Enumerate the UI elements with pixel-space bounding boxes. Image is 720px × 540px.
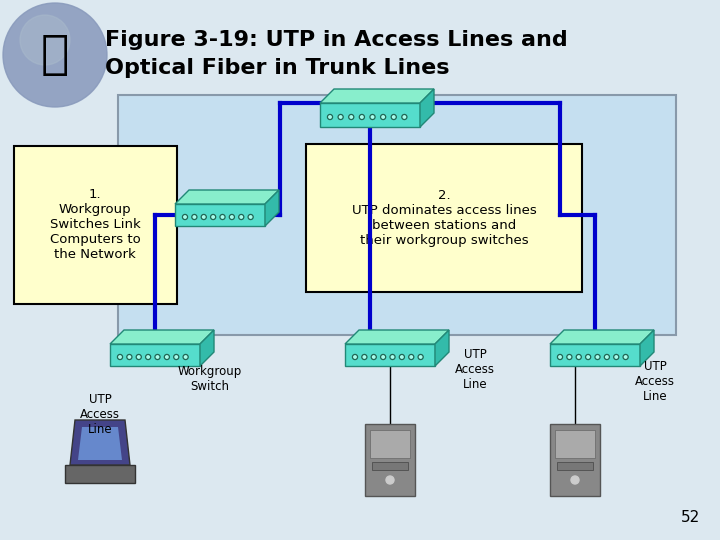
Circle shape bbox=[596, 356, 599, 358]
Circle shape bbox=[202, 214, 206, 219]
Circle shape bbox=[623, 354, 628, 360]
Circle shape bbox=[363, 356, 366, 358]
Circle shape bbox=[420, 356, 422, 358]
Text: 2.
UTP dominates access lines
between stations and
their workgroup switches: 2. UTP dominates access lines between st… bbox=[351, 189, 536, 247]
FancyBboxPatch shape bbox=[370, 430, 410, 458]
Circle shape bbox=[136, 354, 141, 360]
Circle shape bbox=[156, 356, 158, 358]
Circle shape bbox=[248, 214, 253, 219]
Circle shape bbox=[390, 354, 395, 360]
Circle shape bbox=[370, 114, 375, 119]
Text: 1.
Workgroup
Switches Link
Computers to
the Network: 1. Workgroup Switches Link Computers to … bbox=[50, 188, 140, 261]
Polygon shape bbox=[550, 344, 640, 366]
Circle shape bbox=[338, 114, 343, 119]
Circle shape bbox=[119, 356, 121, 358]
Circle shape bbox=[128, 356, 130, 358]
Circle shape bbox=[613, 354, 618, 360]
Circle shape bbox=[220, 214, 225, 219]
Text: Workgroup
Switch: Workgroup Switch bbox=[178, 365, 242, 393]
Circle shape bbox=[328, 114, 333, 119]
Circle shape bbox=[362, 354, 367, 360]
Circle shape bbox=[595, 354, 600, 360]
Circle shape bbox=[183, 354, 188, 360]
Text: 52: 52 bbox=[680, 510, 700, 525]
Circle shape bbox=[418, 354, 423, 360]
Circle shape bbox=[3, 3, 107, 107]
Circle shape bbox=[147, 356, 149, 358]
Circle shape bbox=[410, 356, 413, 358]
Circle shape bbox=[391, 114, 396, 119]
Polygon shape bbox=[550, 330, 654, 344]
Circle shape bbox=[587, 356, 590, 358]
Circle shape bbox=[615, 356, 618, 358]
Circle shape bbox=[202, 216, 205, 218]
Polygon shape bbox=[640, 330, 654, 366]
Polygon shape bbox=[345, 330, 449, 344]
Circle shape bbox=[559, 356, 561, 358]
Circle shape bbox=[230, 216, 233, 218]
Circle shape bbox=[402, 114, 407, 119]
FancyBboxPatch shape bbox=[65, 465, 135, 483]
Polygon shape bbox=[110, 344, 200, 366]
Circle shape bbox=[240, 216, 243, 218]
Circle shape bbox=[117, 354, 122, 360]
Circle shape bbox=[403, 116, 405, 118]
Circle shape bbox=[372, 116, 374, 118]
Circle shape bbox=[391, 356, 394, 358]
Circle shape bbox=[193, 216, 196, 218]
Circle shape bbox=[350, 116, 353, 118]
Text: Figure 3-19: UTP in Access Lines and: Figure 3-19: UTP in Access Lines and bbox=[105, 30, 568, 50]
Circle shape bbox=[175, 356, 177, 358]
Polygon shape bbox=[420, 89, 434, 127]
Circle shape bbox=[382, 116, 384, 118]
Circle shape bbox=[164, 354, 169, 360]
Circle shape bbox=[182, 214, 187, 219]
Polygon shape bbox=[70, 420, 130, 465]
Circle shape bbox=[155, 354, 160, 360]
Polygon shape bbox=[175, 204, 265, 226]
Circle shape bbox=[409, 354, 414, 360]
Polygon shape bbox=[320, 103, 420, 127]
FancyBboxPatch shape bbox=[372, 462, 408, 470]
Text: UTP
Access
Line: UTP Access Line bbox=[455, 348, 495, 391]
FancyBboxPatch shape bbox=[14, 146, 177, 304]
Polygon shape bbox=[78, 427, 122, 460]
Circle shape bbox=[359, 114, 364, 119]
FancyBboxPatch shape bbox=[306, 144, 582, 292]
Polygon shape bbox=[345, 344, 435, 366]
Circle shape bbox=[184, 216, 186, 218]
Circle shape bbox=[138, 356, 140, 358]
Circle shape bbox=[400, 354, 405, 360]
Circle shape bbox=[353, 354, 358, 360]
Circle shape bbox=[372, 354, 377, 360]
Circle shape bbox=[624, 356, 627, 358]
Circle shape bbox=[568, 356, 570, 358]
Polygon shape bbox=[110, 330, 214, 344]
FancyBboxPatch shape bbox=[365, 424, 415, 496]
Circle shape bbox=[145, 354, 150, 360]
Circle shape bbox=[576, 354, 581, 360]
FancyBboxPatch shape bbox=[557, 462, 593, 470]
Circle shape bbox=[392, 116, 395, 118]
Polygon shape bbox=[265, 190, 279, 226]
FancyBboxPatch shape bbox=[550, 424, 600, 496]
Polygon shape bbox=[320, 89, 434, 103]
FancyBboxPatch shape bbox=[555, 430, 595, 458]
Circle shape bbox=[184, 356, 186, 358]
Circle shape bbox=[577, 356, 580, 358]
Circle shape bbox=[348, 114, 354, 119]
Circle shape bbox=[400, 356, 403, 358]
Circle shape bbox=[211, 214, 215, 219]
Circle shape bbox=[230, 214, 235, 219]
Circle shape bbox=[557, 354, 562, 360]
Polygon shape bbox=[200, 330, 214, 366]
Circle shape bbox=[174, 354, 179, 360]
Circle shape bbox=[381, 114, 386, 119]
Circle shape bbox=[249, 216, 252, 218]
Circle shape bbox=[604, 354, 609, 360]
Circle shape bbox=[192, 214, 197, 219]
Circle shape bbox=[20, 15, 70, 65]
Circle shape bbox=[606, 356, 608, 358]
Text: UTP
Access
Line: UTP Access Line bbox=[635, 360, 675, 403]
